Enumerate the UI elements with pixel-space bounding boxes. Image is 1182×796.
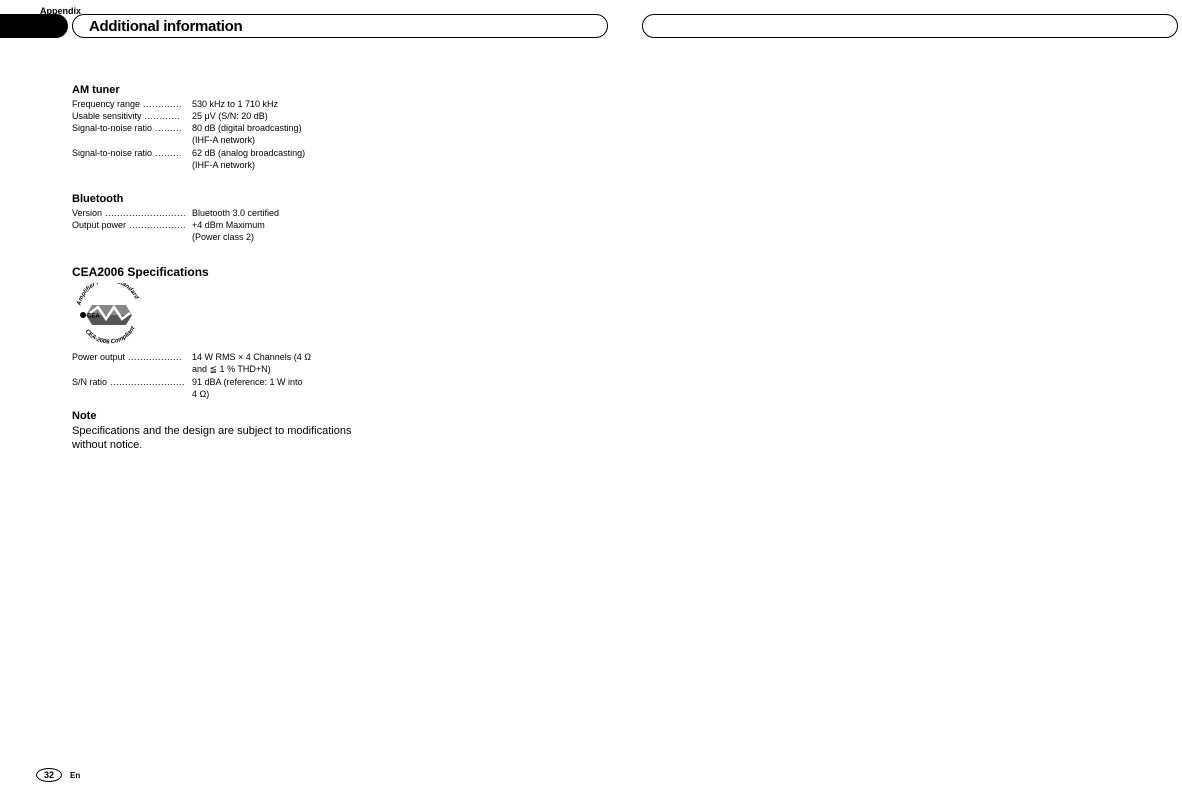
- am-tuner-row: Frequency range .............530 kHz to …: [72, 98, 352, 110]
- cea-title: CEA2006 Specifications: [72, 265, 352, 279]
- header-pill-left: Additional information: [72, 14, 608, 38]
- cea-value: 14 W RMS × 4 Channels (4 Ω: [192, 351, 352, 363]
- cea-row: Power output ..................14 W RMS …: [72, 351, 352, 363]
- am-tuner-value-continue: (IHF-A network): [192, 159, 352, 171]
- am-tuner-row: Signal-to-noise ratio .........80 dB (di…: [72, 122, 352, 134]
- bluetooth-row: Output power ...................+4 dBm M…: [72, 219, 352, 231]
- am-tuner-value: 530 kHz to 1 710 kHz: [192, 98, 352, 110]
- am-tuner-value: 80 dB (digital broadcasting): [192, 122, 352, 134]
- note-title: Note: [72, 410, 352, 422]
- bluetooth-value: Bluetooth 3.0 certified: [192, 207, 352, 219]
- cea-logo: Amplifier Power Standard CEA CEA-2006 Co…: [72, 283, 146, 349]
- cea-row: S/N ratio .........................91 dB…: [72, 376, 352, 388]
- am-tuner-label: Usable sensitivity ............: [72, 110, 192, 122]
- bluetooth-row: Version ...........................Bluet…: [72, 207, 352, 219]
- bluetooth-label: Version ...........................: [72, 207, 192, 219]
- am-tuner-label: Signal-to-noise ratio .........: [72, 147, 192, 159]
- cea-value: 91 dBA (reference: 1 W into: [192, 376, 352, 388]
- am-tuner-value-continue: (IHF-A network): [192, 134, 352, 146]
- cea-value-continue: 4 Ω): [192, 388, 352, 400]
- bluetooth-value-continue: (Power class 2): [192, 231, 352, 243]
- note-text: Specifications and the design are subjec…: [72, 424, 352, 453]
- header-pill-right: [642, 14, 1178, 38]
- page-title: Additional information: [89, 18, 242, 35]
- am-tuner-row: Signal-to-noise ratio .........62 dB (an…: [72, 147, 352, 159]
- svg-text:Amplifier Power Standard: Amplifier Power Standard: [76, 283, 139, 307]
- svg-text:CEA-2006 Compliant: CEA-2006 Compliant: [84, 325, 137, 346]
- cea-value-continue: and ≦ 1 % THD+N): [192, 363, 352, 375]
- svg-text:CEA: CEA: [87, 314, 100, 320]
- cea-label: Power output ..................: [72, 351, 192, 363]
- am-tuner-title: AM tuner: [72, 84, 352, 96]
- am-tuner-row: Usable sensitivity ............25 μV (S/…: [72, 110, 352, 122]
- main-content: AM tuner Frequency range .............53…: [72, 84, 352, 452]
- am-tuner-value: 25 μV (S/N: 20 dB): [192, 110, 352, 122]
- page-footer: 32 En: [36, 768, 80, 782]
- am-tuner-label: Frequency range .............: [72, 98, 192, 110]
- page-language: En: [70, 771, 80, 780]
- header-tab: [0, 14, 68, 38]
- am-tuner-value: 62 dB (analog broadcasting): [192, 147, 352, 159]
- bluetooth-value: +4 dBm Maximum: [192, 219, 352, 231]
- cea-label: S/N ratio .........................: [72, 376, 192, 388]
- am-tuner-label: Signal-to-noise ratio .........: [72, 122, 192, 134]
- bluetooth-label: Output power ...................: [72, 219, 192, 231]
- bluetooth-title: Bluetooth: [72, 193, 352, 205]
- page-number: 32: [36, 768, 62, 782]
